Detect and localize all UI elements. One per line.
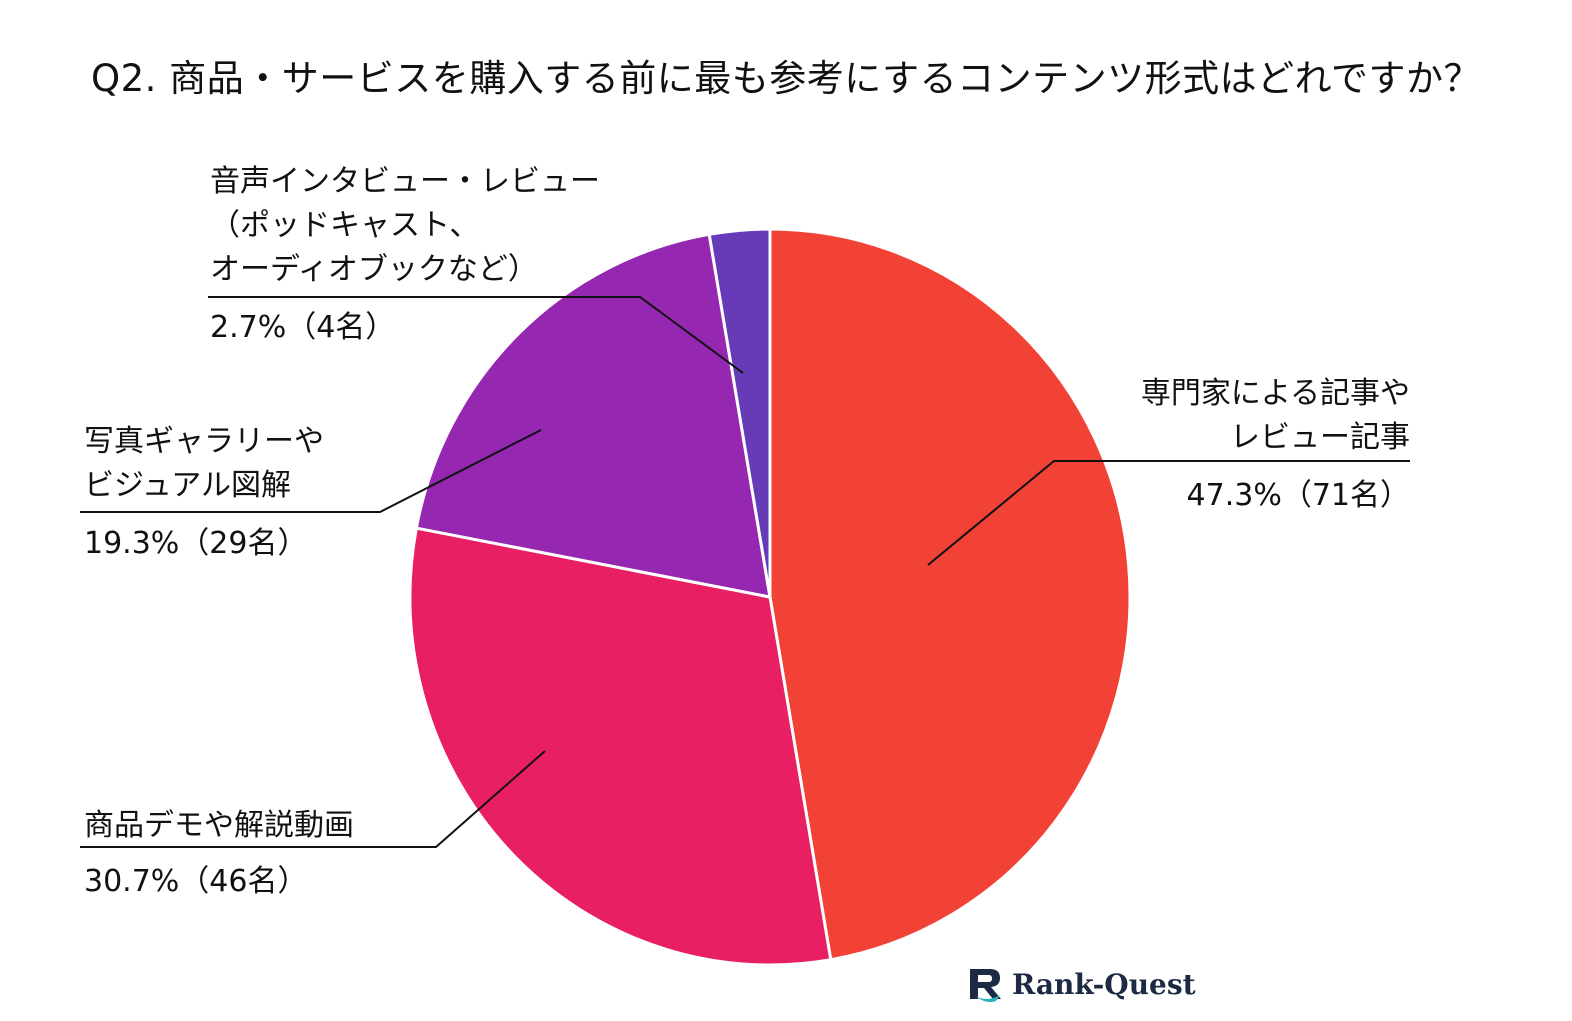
rank-quest-logo-icon xyxy=(970,969,1001,1003)
slice-label-line: ビジュアル図解 xyxy=(84,468,291,503)
leader-line-audio-interview xyxy=(208,296,744,374)
slice-label-expert-articles: 専門家による記事や レビュー記事 47.3%（71名） xyxy=(1060,372,1410,518)
slice-label-line: レビュー記事 xyxy=(1230,420,1410,455)
rank-quest-logo: Rank-Quest xyxy=(966,962,1196,1006)
pie-slice-product-demo xyxy=(408,526,833,967)
pie-slice-photo-gallery xyxy=(414,232,772,599)
slice-label-line: 写真ギャラリーや xyxy=(84,424,324,459)
slice-label-line: 商品デモや解説動画 xyxy=(84,808,354,843)
leader-line-product-demo xyxy=(80,750,546,848)
slice-label-line: 専門家による記事や xyxy=(1140,376,1410,411)
slice-label-line: オーディオブックなど） xyxy=(210,252,538,287)
logo-text: Rank-Quest xyxy=(1012,967,1196,1001)
slice-value-label: 2.7%（4名） xyxy=(210,310,396,345)
slice-label-photo-gallery: 写真ギャラリーや ビジュアル図解 19.3%（29名） xyxy=(84,420,324,566)
slice-label-audio-interview: 音声インタビュー・レビュー （ポッドキャスト、 オーディオブックなど） 2.7%… xyxy=(210,160,600,350)
slice-label-line: （ポッドキャスト、 xyxy=(210,208,480,243)
leader-line-photo-gallery xyxy=(80,429,542,513)
slice-value-label: 30.7%（46名） xyxy=(84,864,308,899)
chart-title: Q2. 商品・サービスを購入する前に最も参考にするコンテンツ形式はどれですか？ xyxy=(91,57,1481,100)
slice-value-label: 19.3%（29名） xyxy=(84,526,308,561)
leader-line-expert-articles xyxy=(927,460,1410,566)
slice-label-product-demo: 商品デモや解説動画 30.7%（46名） xyxy=(84,804,354,904)
slice-label-line: 音声インタビュー・レビュー xyxy=(210,164,600,199)
pie-slice-expert-articles xyxy=(768,227,1132,962)
slice-value-label: 47.3%（71名） xyxy=(1186,478,1410,513)
pie-slice-audio-interview xyxy=(707,227,772,598)
